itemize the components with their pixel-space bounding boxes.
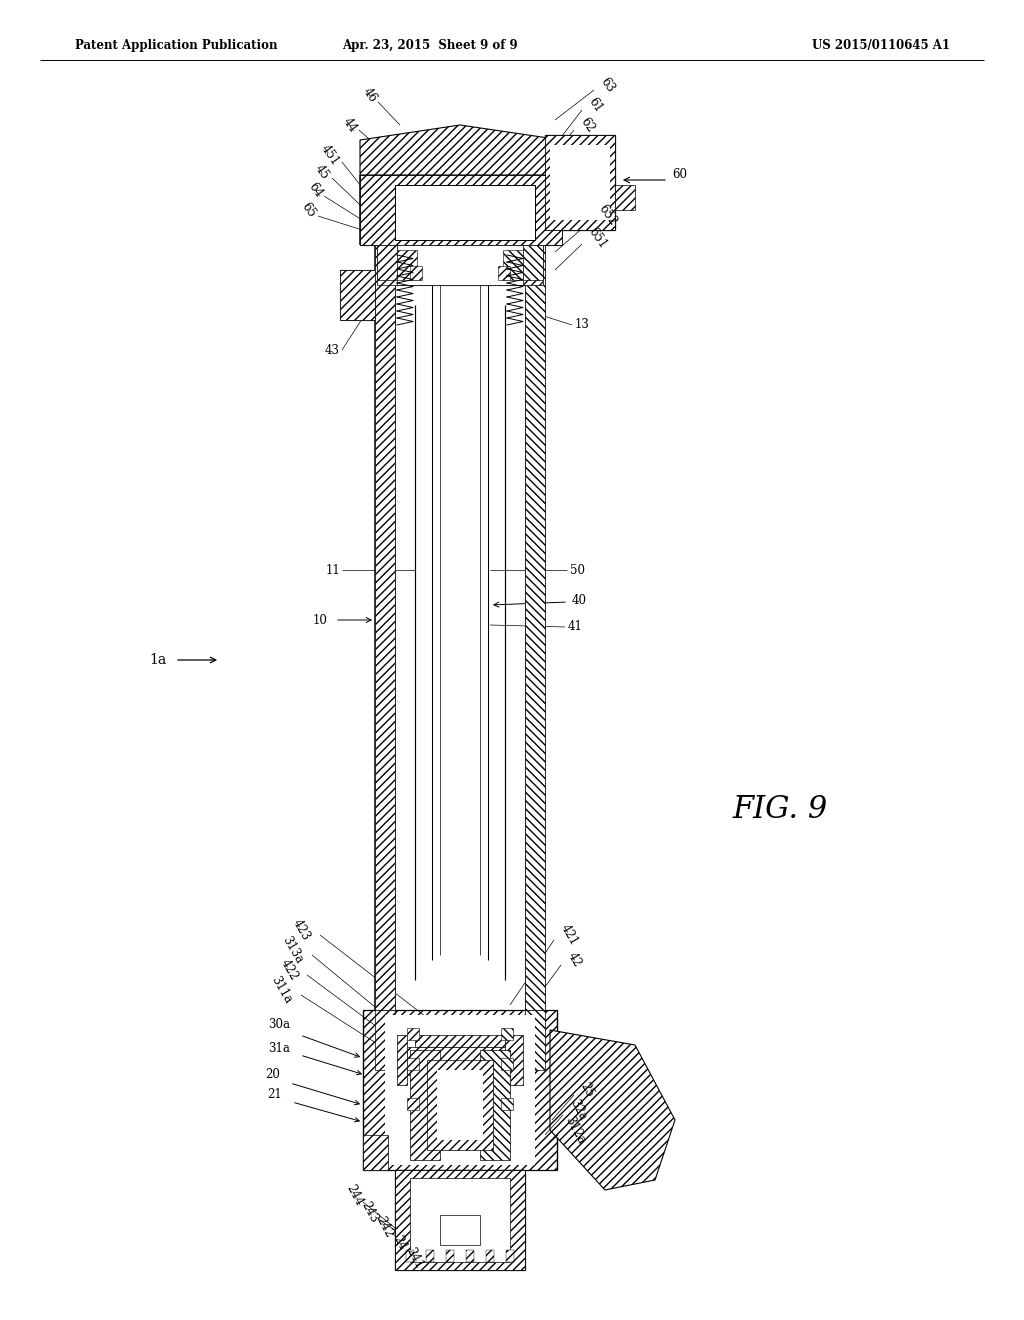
- Polygon shape: [550, 1030, 675, 1191]
- Text: 243: 243: [359, 1199, 381, 1225]
- Text: 311a: 311a: [268, 974, 294, 1006]
- Text: 11: 11: [326, 564, 340, 577]
- Bar: [501, 1028, 513, 1040]
- Text: 64: 64: [305, 180, 325, 199]
- Bar: [480, 1049, 510, 1160]
- Text: 313a: 313a: [280, 935, 305, 966]
- Text: 21: 21: [267, 1089, 282, 1101]
- Text: 242: 242: [374, 1214, 396, 1239]
- Bar: [550, 145, 610, 220]
- Bar: [377, 246, 543, 285]
- Bar: [407, 1098, 419, 1110]
- Bar: [360, 176, 562, 246]
- Bar: [615, 185, 635, 210]
- Bar: [375, 246, 395, 1010]
- Text: 241: 241: [404, 1245, 426, 1271]
- Text: 1a: 1a: [150, 653, 167, 667]
- Bar: [362, 1135, 388, 1170]
- Text: 13: 13: [575, 318, 590, 331]
- Bar: [466, 1250, 474, 1262]
- Bar: [506, 1250, 514, 1262]
- Bar: [340, 271, 375, 319]
- Bar: [523, 246, 543, 280]
- Bar: [507, 260, 521, 275]
- Text: 421: 421: [558, 923, 581, 948]
- Bar: [410, 1049, 440, 1160]
- Bar: [545, 135, 615, 230]
- Bar: [362, 1010, 557, 1170]
- Text: 422: 422: [278, 957, 300, 983]
- Text: 651: 651: [586, 226, 609, 251]
- Text: 50: 50: [570, 564, 585, 577]
- Bar: [407, 1059, 419, 1071]
- Text: 32a: 32a: [567, 1097, 589, 1123]
- Bar: [397, 260, 413, 275]
- Text: 45: 45: [312, 162, 332, 182]
- Text: FIG. 9: FIG. 9: [732, 795, 827, 825]
- Bar: [397, 249, 417, 280]
- Text: 10: 10: [313, 614, 328, 627]
- Text: US 2015/0110645 A1: US 2015/0110645 A1: [812, 40, 950, 51]
- Bar: [395, 1170, 525, 1270]
- Polygon shape: [360, 125, 562, 176]
- Bar: [525, 246, 545, 1010]
- Text: 43: 43: [325, 343, 340, 356]
- Text: 652: 652: [596, 202, 620, 228]
- Bar: [501, 1098, 513, 1110]
- Text: 61: 61: [586, 95, 605, 115]
- Text: 423: 423: [290, 917, 312, 942]
- Text: Apr. 23, 2015  Sheet 9 of 9: Apr. 23, 2015 Sheet 9 of 9: [342, 40, 518, 51]
- Text: 42: 42: [565, 950, 584, 970]
- Bar: [415, 1035, 505, 1047]
- Text: 63: 63: [598, 75, 617, 95]
- Bar: [505, 1035, 523, 1085]
- Bar: [525, 1010, 545, 1071]
- Text: Patent Application Publication: Patent Application Publication: [75, 40, 278, 51]
- Bar: [406, 1250, 414, 1262]
- Bar: [395, 185, 535, 240]
- Bar: [407, 1047, 513, 1074]
- Text: 65: 65: [298, 201, 317, 220]
- Bar: [486, 1250, 494, 1262]
- Bar: [410, 267, 422, 280]
- Text: 46: 46: [360, 84, 380, 104]
- Bar: [377, 246, 397, 280]
- Text: 60: 60: [672, 169, 687, 181]
- Bar: [437, 1071, 483, 1140]
- Bar: [501, 1059, 513, 1071]
- Text: 451: 451: [318, 143, 342, 168]
- Text: 31a: 31a: [268, 1041, 290, 1055]
- Bar: [426, 1250, 434, 1262]
- Text: 41: 41: [568, 620, 583, 634]
- Bar: [503, 249, 523, 280]
- Text: 30a: 30a: [268, 1019, 290, 1031]
- Text: 40: 40: [572, 594, 587, 606]
- Bar: [375, 1010, 395, 1071]
- Text: 44: 44: [340, 115, 359, 135]
- Text: 20: 20: [265, 1068, 280, 1081]
- Bar: [440, 1214, 480, 1245]
- Text: 24: 24: [391, 1233, 410, 1253]
- Bar: [407, 1028, 419, 1040]
- Text: 312a: 312a: [562, 1114, 587, 1146]
- Bar: [397, 246, 523, 285]
- Text: 62: 62: [578, 115, 597, 135]
- Bar: [498, 267, 510, 280]
- Bar: [427, 1060, 493, 1150]
- Bar: [410, 1177, 510, 1262]
- Text: 244: 244: [344, 1183, 366, 1208]
- Bar: [397, 1035, 407, 1085]
- Bar: [385, 1015, 535, 1166]
- Text: 25: 25: [578, 1080, 596, 1100]
- Bar: [446, 1250, 454, 1262]
